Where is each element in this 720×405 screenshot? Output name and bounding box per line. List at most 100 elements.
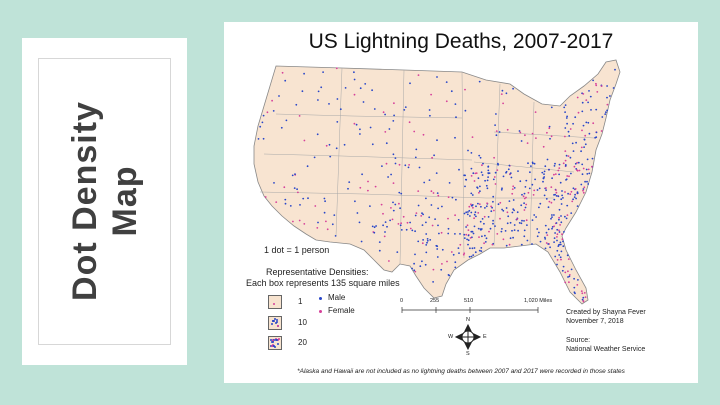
- death-dot: [553, 225, 555, 228]
- death-dot: [356, 212, 359, 214]
- death-dot: [564, 159, 567, 162]
- death-dot: [450, 251, 453, 253]
- compass-s: S: [466, 351, 470, 357]
- death-dot: [408, 121, 411, 124]
- death-dot: [564, 191, 566, 193]
- death-dot: [474, 172, 477, 175]
- death-dot: [388, 260, 390, 262]
- death-dot: [479, 190, 481, 193]
- death-dot: [385, 142, 388, 145]
- death-dot: [392, 201, 394, 204]
- death-dot: [465, 233, 468, 236]
- death-dot: [517, 170, 519, 173]
- death-dot: [583, 292, 586, 294]
- death-dot: [422, 239, 424, 241]
- death-dot: [459, 233, 461, 235]
- death-dot: [465, 226, 467, 228]
- death-dot: [594, 136, 596, 139]
- legend-sample-dot: [271, 344, 274, 347]
- death-dot: [436, 139, 438, 142]
- death-dot: [493, 209, 495, 212]
- death-dot: [470, 255, 473, 258]
- density-box-10: [268, 316, 282, 330]
- death-dot: [440, 231, 443, 234]
- death-dot: [390, 207, 392, 209]
- death-dot: [553, 194, 555, 196]
- death-dot: [532, 194, 535, 196]
- death-dot: [348, 181, 351, 184]
- death-dot: [583, 186, 586, 189]
- death-dot: [559, 256, 562, 259]
- death-dot: [480, 228, 483, 230]
- death-dot: [407, 166, 410, 169]
- death-dot: [434, 218, 436, 221]
- death-dot: [566, 214, 569, 217]
- death-dot: [492, 219, 494, 222]
- death-dot: [409, 227, 412, 230]
- death-dot: [550, 201, 553, 204]
- death-dot: [478, 154, 481, 157]
- death-dot: [479, 185, 481, 188]
- death-dot: [587, 121, 590, 124]
- death-dot: [565, 154, 568, 157]
- death-dot: [502, 238, 505, 241]
- death-dot: [545, 231, 548, 234]
- death-dot: [500, 230, 503, 233]
- death-dot: [581, 129, 583, 132]
- death-dot: [446, 260, 448, 263]
- death-dot: [299, 204, 301, 206]
- death-dot: [384, 131, 387, 133]
- death-dot: [486, 187, 489, 190]
- death-dot: [516, 211, 519, 214]
- compass-e: E: [483, 334, 487, 340]
- death-dot: [523, 235, 526, 238]
- death-dot: [454, 136, 456, 139]
- death-dot: [564, 135, 566, 138]
- death-dot: [378, 249, 381, 252]
- death-dot: [422, 213, 424, 216]
- scale-tick-255: 255: [430, 298, 440, 304]
- death-dot: [354, 200, 356, 203]
- death-dot: [506, 222, 509, 225]
- us-outline: [253, 59, 621, 305]
- density-box-20: [268, 336, 282, 350]
- death-dot: [527, 162, 529, 165]
- death-dot: [497, 203, 500, 206]
- death-dot: [512, 87, 514, 90]
- death-dot: [448, 274, 451, 277]
- death-dot: [606, 103, 609, 106]
- death-dot: [411, 229, 414, 232]
- death-dot: [581, 173, 584, 176]
- death-dot: [576, 191, 579, 194]
- death-dot: [567, 258, 570, 260]
- death-dot: [470, 167, 473, 170]
- death-dot: [573, 286, 576, 289]
- death-dot: [571, 142, 574, 145]
- death-dot: [480, 205, 482, 208]
- death-dot: [566, 115, 568, 118]
- death-dot: [556, 249, 559, 252]
- death-dot: [466, 224, 469, 227]
- death-dot: [600, 85, 603, 87]
- death-dot: [545, 189, 547, 192]
- death-dot: [519, 180, 522, 183]
- legend-sample-dot: [271, 339, 274, 342]
- death-dot: [454, 103, 457, 105]
- death-dot: [470, 211, 473, 214]
- death-dot: [473, 217, 475, 220]
- death-dot: [313, 156, 316, 159]
- death-dot: [592, 79, 594, 82]
- death-dot: [492, 178, 495, 181]
- death-dot: [546, 131, 548, 134]
- death-dot: [576, 205, 579, 208]
- death-dot: [525, 203, 528, 206]
- death-dot: [508, 243, 511, 246]
- death-dot: [567, 270, 569, 273]
- death-dot: [574, 188, 577, 190]
- death-dot: [421, 212, 423, 215]
- legend-sample-dot: [274, 318, 277, 321]
- death-dot: [317, 99, 319, 101]
- death-dot: [404, 164, 407, 167]
- death-dot: [556, 228, 559, 231]
- death-dot: [581, 298, 584, 301]
